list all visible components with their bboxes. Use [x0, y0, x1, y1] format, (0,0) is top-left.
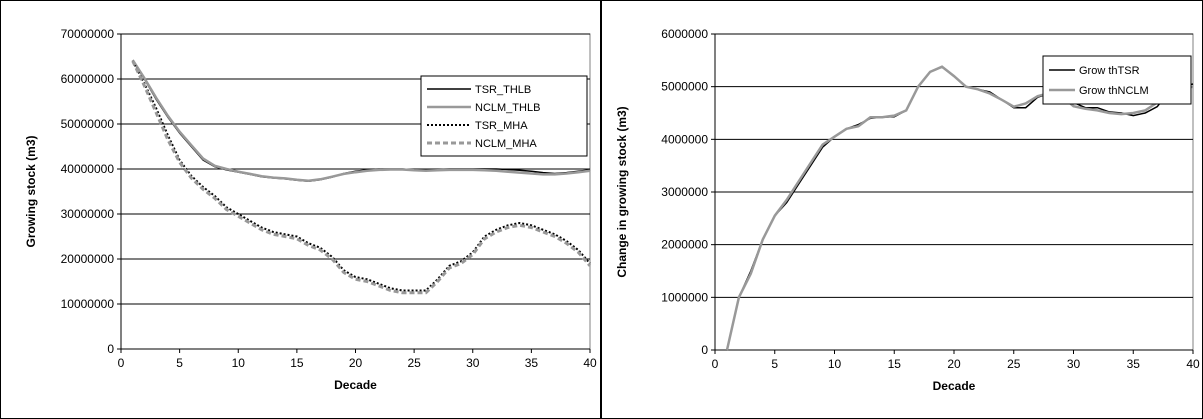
y-tick-label: 4000000	[661, 132, 708, 146]
x-tick-label: 10	[828, 357, 842, 371]
left-chart-panel: 0 10000000 20000000 30000000 40000000 5000000…	[0, 0, 601, 419]
x-tick-label: 5	[771, 357, 778, 371]
series-line-grow-thnclm	[725, 65, 1194, 351]
y-tick-label: 40000000	[61, 162, 115, 176]
right-chart-panel: 0 1000000 2000000 3000000 4000000 5000000 6000…	[601, 0, 1203, 419]
y-tick-label: 6000000	[661, 27, 708, 41]
x-tick-label: 0	[118, 356, 125, 370]
x-tick-label: 10	[232, 356, 246, 370]
x-tick-label: 40	[583, 356, 597, 370]
x-tick-label: 20	[349, 356, 363, 370]
legend-label: NCLM_MHA	[475, 138, 537, 150]
y-tick-label: 1000000	[661, 290, 708, 304]
change-in-growing-stock-chart: 0 1000000 2000000 3000000 4000000 5000000 6000…	[615, 27, 1200, 393]
legend-label: Grow thNCLM	[1079, 85, 1149, 97]
x-tick-label: 5	[176, 356, 183, 370]
y-tick-label: 3000000	[661, 185, 708, 199]
y-tick-label: 5000000	[661, 80, 708, 94]
y-tick-label: 70000000	[61, 27, 115, 41]
y-tick-label: 0	[107, 342, 114, 356]
growing-stock-chart: 0 10000000 20000000 30000000 40000000 5000000…	[24, 27, 597, 392]
legend-label: TSR_MHA	[475, 120, 528, 132]
legend-label: TSR_THLB	[475, 84, 531, 96]
y-tick-label: 10000000	[61, 297, 115, 311]
x-tick-label: 15	[888, 357, 902, 371]
x-tick-label: 35	[1127, 357, 1141, 371]
series-line-tsr_mha	[131, 60, 591, 292]
x-tick-label: 30	[466, 356, 480, 370]
x-tick-label: 20	[947, 357, 961, 371]
series-line-nclm_mha	[131, 60, 592, 295]
series-line-nclm_thlb	[131, 59, 591, 182]
x-tick-label: 40	[1186, 357, 1200, 371]
y-tick-label: 30000000	[61, 207, 115, 221]
y-tick-label: 60000000	[61, 72, 115, 86]
legend-label: NCLM_THLB	[475, 102, 540, 114]
x-tick-label: 25	[1007, 357, 1021, 371]
y-axis-title: Growing stock (m3)	[24, 135, 38, 247]
x-tick-label: 15	[290, 356, 304, 370]
y-tick-label: 0	[701, 343, 708, 357]
y-tick-label: 2000000	[661, 238, 708, 252]
y-tick-label: 50000000	[61, 117, 115, 131]
x-axis-title: Decade	[933, 379, 976, 393]
y-axis-title: Change in growing stock (m3)	[615, 106, 629, 277]
x-tick-label: 35	[525, 356, 539, 370]
x-tick-label: 25	[407, 356, 421, 370]
x-tick-label: 0	[712, 357, 719, 371]
y-tick-label: 20000000	[61, 252, 115, 266]
legend-box	[1042, 55, 1192, 105]
x-axis-title: Decade	[334, 378, 377, 392]
legend-label: Grow thTSR	[1079, 65, 1140, 77]
x-tick-label: 30	[1067, 357, 1081, 371]
